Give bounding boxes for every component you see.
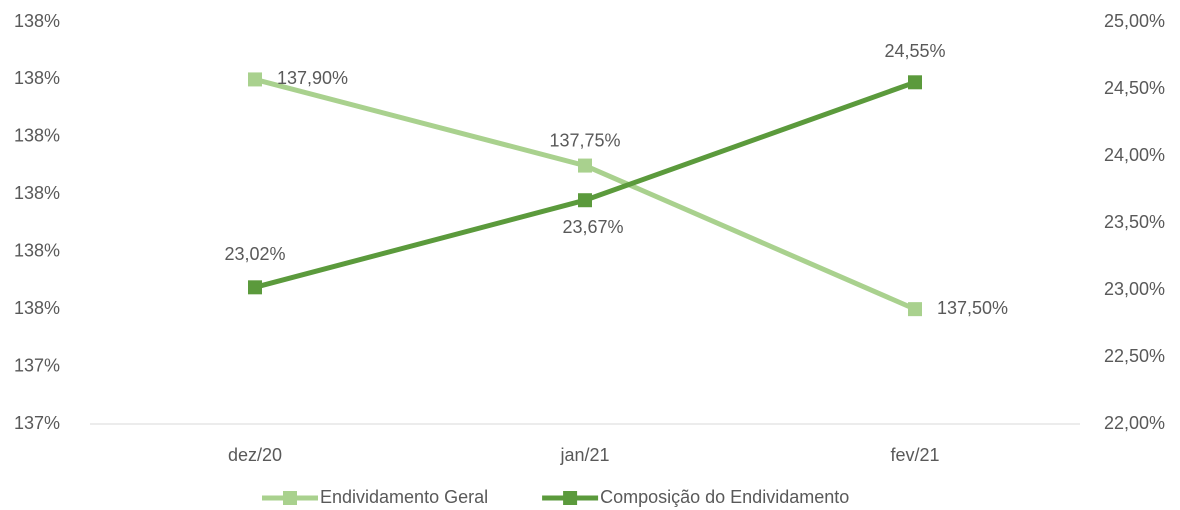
marker — [248, 280, 262, 295]
y-tick-label: 137% — [14, 413, 60, 433]
y-tick-label: 138% — [14, 298, 60, 318]
marker — [908, 302, 922, 317]
y2-tick-label: 25,00% — [1104, 11, 1165, 31]
x-tick-label: fev/21 — [890, 445, 939, 465]
y-tick-label: 138% — [14, 126, 60, 146]
legend-marker — [283, 491, 297, 505]
marker — [578, 193, 592, 208]
data-label: 137,75% — [549, 130, 620, 150]
legend-label: Endividamento Geral — [320, 487, 488, 507]
series-line — [254, 79, 916, 290]
y2-tick-label: 23,00% — [1104, 279, 1165, 299]
y2-tick-label: 23,50% — [1104, 212, 1165, 232]
x-tick-label: jan/21 — [559, 445, 609, 465]
data-label: 137,90% — [277, 68, 348, 88]
y-tick-label: 137% — [14, 355, 60, 375]
data-label: 23,67% — [562, 217, 623, 237]
data-label: 23,02% — [224, 244, 285, 264]
marker — [908, 75, 922, 90]
legend-marker — [563, 491, 578, 505]
y-tick-label: 138% — [14, 68, 60, 88]
y2-tick-label: 24,50% — [1104, 78, 1165, 98]
data-label: 137,50% — [937, 298, 1008, 318]
x-tick-label: dez/20 — [228, 445, 282, 465]
y2-tick-label: 22,00% — [1104, 413, 1165, 433]
data-label: 24,55% — [884, 41, 945, 61]
y-tick-label: 138% — [14, 183, 60, 203]
legend-label: Composição do Endividamento — [600, 487, 849, 507]
y-tick-label: 138% — [14, 240, 60, 260]
y2-tick-label: 22,50% — [1104, 346, 1165, 366]
y2-tick-label: 24,00% — [1104, 145, 1165, 165]
y-tick-label: 138% — [14, 11, 60, 31]
marker — [578, 158, 592, 173]
marker — [248, 72, 262, 87]
